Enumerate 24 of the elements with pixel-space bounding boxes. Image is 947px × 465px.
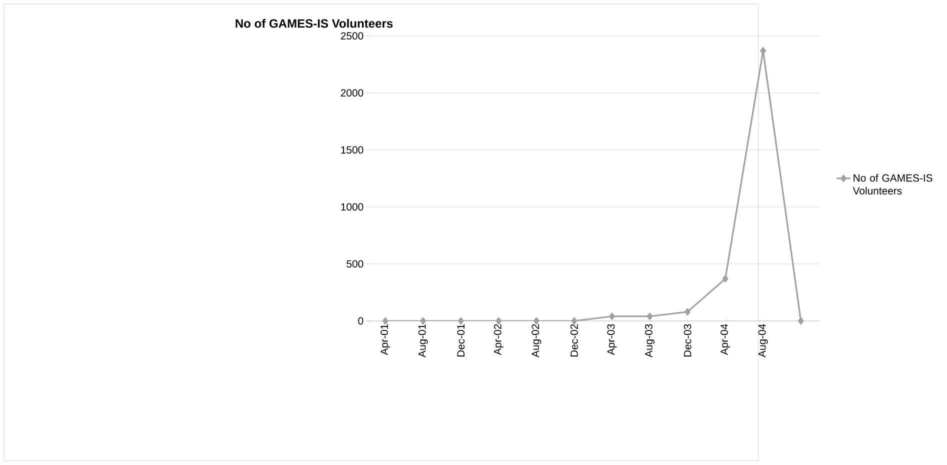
point [646,312,653,320]
x-tick-label: Dec-02 [570,324,578,357]
x-tick-label: Aug-02 [532,324,542,358]
y-tick-label: 2000 [340,89,364,97]
x-tick-label: Aug-03 [645,324,654,358]
point [609,312,615,320]
y-tick-label: 500 [346,260,364,268]
x-tick-label: Apr-01 [380,324,390,356]
y-tick-label: 2500 [340,32,364,40]
y-tick-label: 1500 [341,146,364,154]
point [722,275,728,283]
x-tick-label: Apr-03 [607,324,617,356]
y-tick-label: 1000 [341,203,364,211]
legend-label: No of GAMES-IS Volunteers [852,174,932,195]
x-tick-label: Dec-03 [684,324,692,357]
point [684,308,690,316]
y-tick-label: 0 [358,317,364,325]
x-tick-label: Apr-02 [494,324,504,356]
x-tick-label: Aug-04 [758,324,768,358]
x-tick-label: Aug-01 [418,324,428,358]
x-tick-label: Apr-04 [720,324,730,356]
chart-title: No of GAMES-IS Volunteers [236,19,393,28]
point [798,318,804,325]
x-tick-label: Dec-01 [457,324,465,357]
